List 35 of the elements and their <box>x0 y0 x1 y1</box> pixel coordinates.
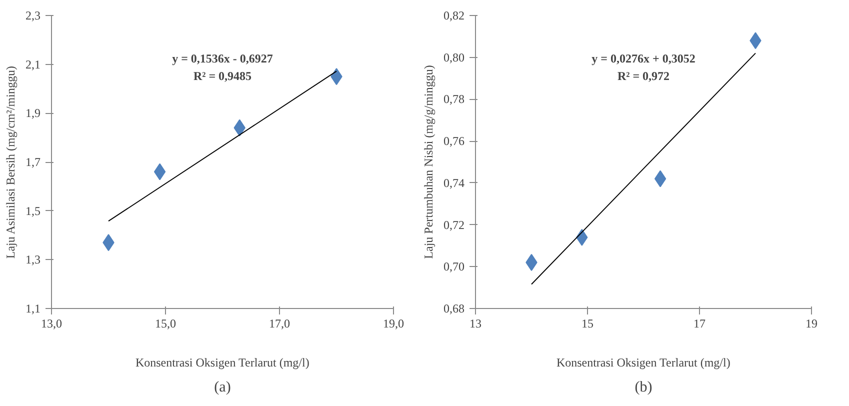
y-axis-title: Laju Pertumbuhan Nisbi (mg/g/minggu) <box>422 65 436 259</box>
x-tick-label: 15 <box>582 316 594 330</box>
x-tick-label: 19 <box>806 316 818 330</box>
y-tick-label: 1,9 <box>26 106 40 120</box>
annotation: R² = 0,9485 <box>193 68 252 83</box>
y-tick-label: 1,3 <box>26 252 40 267</box>
text: (a) <box>214 380 231 396</box>
y-tick-label: 0,78 <box>444 92 464 106</box>
y-tick-label: 1,7 <box>26 155 40 169</box>
point <box>154 163 166 180</box>
x-tick-label: 15,0 <box>155 316 176 330</box>
y-tick-label: 0,70 <box>444 260 464 274</box>
y-tick-label: 1,5 <box>26 204 40 218</box>
annotation: y = 0,1536x - 0,6927 <box>172 51 273 66</box>
y-tick-label: 2,3 <box>26 8 40 22</box>
x-tick-label: 13,0 <box>41 316 62 330</box>
x-axis-title: Konsentrasi Oksigen Terlarut (mg/l) <box>135 356 310 370</box>
x-tick-label: 17,0 <box>269 316 290 330</box>
annotation: y = 0,0276x + 0,3052 <box>592 51 696 66</box>
y-tick-label: 2,1 <box>26 57 40 72</box>
y-axis-title: Laju Asimilasi Bersih (mg/cm²/minggu) <box>4 66 18 259</box>
x-axis-title: Konsentrasi Oksigen Terlarut (mg/l) <box>556 356 730 370</box>
y-tick-label: 1,1 <box>26 302 40 316</box>
y-tick-label: 0,68 <box>444 302 464 316</box>
y-tick-label: 0,72 <box>444 218 464 232</box>
text: (b) <box>634 380 652 396</box>
y-tick-label: 0,74 <box>444 176 464 190</box>
x-tick-label: 19,0 <box>383 316 404 330</box>
x-tick-label: 17 <box>694 316 706 330</box>
y-tick-label: 0,76 <box>444 134 464 148</box>
x-tick-label: 13 <box>470 316 482 330</box>
y-tick-label: 0,80 <box>444 50 464 64</box>
annotation: R² = 0,972 <box>617 68 670 83</box>
point <box>654 170 666 188</box>
y-tick-label: 0,82 <box>444 8 464 22</box>
